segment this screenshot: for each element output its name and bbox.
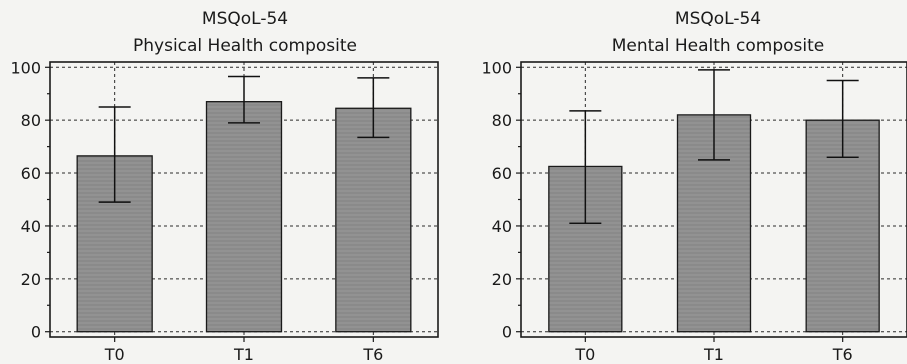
chart-subtitle: Physical Health composite bbox=[133, 36, 357, 56]
x-tick-label: T1 bbox=[703, 345, 724, 364]
chart-physical: MSQoL-54 Physical Health composite 0 20 40… bbox=[10, 9, 439, 364]
y-tick-label: 0 bbox=[502, 323, 512, 342]
chart-title: MSQoL-54 bbox=[202, 9, 288, 29]
y-tick-label: 100 bbox=[481, 58, 512, 77]
bar-t1 bbox=[205, 101, 283, 333]
x-tick-label: T6 bbox=[832, 345, 853, 364]
bar-t6 bbox=[335, 107, 412, 333]
x-tick-label: T6 bbox=[362, 345, 383, 364]
y-tick-label: 20 bbox=[21, 270, 41, 289]
y-tick-label: 40 bbox=[492, 217, 512, 236]
y-tick-label: 0 bbox=[31, 323, 41, 342]
y-tick-label: 60 bbox=[21, 164, 41, 183]
x-tick-label: T1 bbox=[233, 345, 254, 364]
plot-frame bbox=[520, 61, 907, 338]
y-tick-label: 80 bbox=[21, 111, 41, 130]
x-tick-label: T0 bbox=[104, 345, 125, 364]
chart-mental: MSQoL-54 Mental Health composite 0 20 40 60… bbox=[481, 9, 907, 364]
y-tick-label: 100 bbox=[10, 58, 41, 77]
y-tick-label: 80 bbox=[492, 111, 512, 130]
y-tick-label: 40 bbox=[21, 217, 41, 236]
chart-subtitle: Mental Health composite bbox=[612, 36, 825, 56]
chart-title: MSQoL-54 bbox=[675, 9, 761, 29]
y-tick-label: 20 bbox=[492, 270, 512, 289]
x-tick-label: T0 bbox=[574, 345, 595, 364]
plot-frame bbox=[49, 61, 439, 338]
y-tick-label: 60 bbox=[492, 164, 512, 183]
